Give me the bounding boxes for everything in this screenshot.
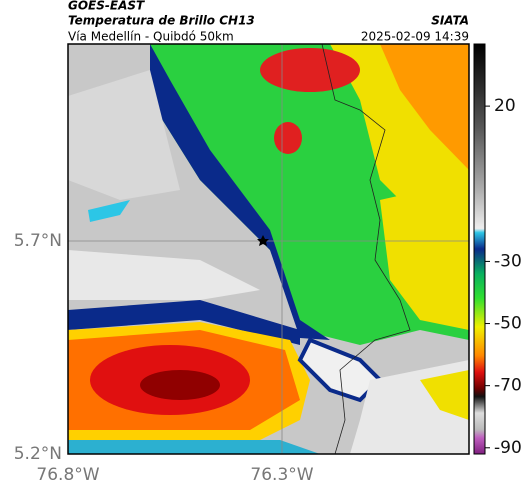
lat-label: 5.2°N (14, 444, 62, 464)
lon-label: 76.8°W (36, 465, 99, 485)
map-frame (67, 43, 470, 455)
colorbar-tick-label: -30 (494, 251, 522, 271)
location-marker (257, 235, 269, 246)
colorbar-tick-label: -50 (494, 314, 522, 334)
product: GOES-EAST (68, 0, 145, 13)
colorbar-ticks: 20 -30 -50 -70 -90 (485, 96, 522, 458)
colorbar-tick-label: -90 (494, 438, 522, 458)
colorbar (473, 43, 486, 455)
map-image (68, 44, 469, 454)
colorbar-tick-label: -70 (494, 376, 522, 396)
colorbar-tick-label: 20 (494, 96, 516, 116)
timestamp: 2025-02-09 14:39 (361, 30, 469, 44)
title: Temperatura de Brillo CH13 (68, 14, 255, 28)
source: SIATA (431, 14, 469, 28)
lat-label: 5.7°N (14, 231, 62, 251)
lon-label: 76.3°W (250, 465, 313, 485)
subtitle: Vía Medellín - Quibdó 50km (68, 30, 234, 44)
